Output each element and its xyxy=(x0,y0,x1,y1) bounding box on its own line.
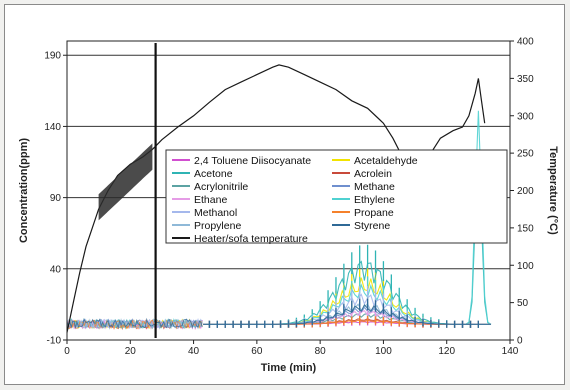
right-axis-ticks: 0 50 100 150 200 250 300 350 400 xyxy=(510,37,534,347)
right-tick-label: 200 xyxy=(517,186,534,197)
legend-label: Heater/sofa temperature xyxy=(194,233,308,245)
temperature-band xyxy=(98,143,153,228)
left-tick-label: 190 xyxy=(44,51,61,62)
legend-label: Acrolein xyxy=(354,168,392,180)
x-tick-label: 120 xyxy=(438,346,455,357)
right-tick-label: 300 xyxy=(517,111,534,122)
left-tick-label: 40 xyxy=(50,264,62,275)
legend-label: Propane xyxy=(354,207,394,219)
legend-label: Methane xyxy=(354,181,395,193)
legend-label: Acetaldehyde xyxy=(354,155,418,167)
x-axis-title: Time (min) xyxy=(261,362,317,374)
x-tick-label: 80 xyxy=(315,346,327,357)
left-tick-label: 90 xyxy=(50,193,62,204)
left-tick-label: 140 xyxy=(44,122,61,133)
legend-label: Propylene xyxy=(194,220,241,232)
legend-box xyxy=(165,149,508,244)
x-tick-label: 100 xyxy=(375,346,392,357)
legend-label: Ethylene xyxy=(354,194,395,206)
plot-border xyxy=(66,40,511,341)
series-noise-11 xyxy=(66,317,203,330)
left-axis-ticks: -10 40 90 140 190 xyxy=(44,51,67,347)
legend-label: Methanol xyxy=(194,207,237,219)
legend-label: 2,4 Toluene Diisocyanate xyxy=(194,155,311,167)
legend-label: Acetone xyxy=(194,168,233,180)
chart-frame: -10 40 90 140 190 0 50 100 150 200 250 300 350 400 0… xyxy=(4,4,565,385)
series-line-11 xyxy=(203,303,491,325)
x-tick-label: 20 xyxy=(125,346,137,357)
x-tick-label: 40 xyxy=(188,346,200,357)
legend: 2,4 Toluene Diisocyanate Acetaldehyde Acet… xyxy=(165,149,508,245)
legend-label: Styrene xyxy=(354,220,390,232)
right-tick-label: 0 xyxy=(517,336,523,347)
right-tick-label: 100 xyxy=(517,261,534,272)
legend-label: Ethane xyxy=(194,194,227,206)
right-tick-label: 50 xyxy=(517,298,529,309)
x-tick-label: 0 xyxy=(64,346,70,357)
y2-axis-title: Temperature (°C) xyxy=(547,146,559,235)
legend-label: Acrylonitrile xyxy=(194,181,248,193)
left-tick-label: -10 xyxy=(47,336,62,347)
right-tick-label: 350 xyxy=(517,74,534,85)
right-tick-label: 400 xyxy=(517,37,534,48)
right-tick-label: 150 xyxy=(517,223,534,234)
x-tick-label: 140 xyxy=(502,346,519,357)
x-axis-ticks: 0 20 40 60 80 100 120 140 xyxy=(64,340,519,357)
y-axis-title: Concentration(ppm) xyxy=(18,138,30,243)
right-tick-label: 250 xyxy=(517,149,534,160)
plot-series xyxy=(66,43,492,338)
x-tick-label: 60 xyxy=(251,346,263,357)
